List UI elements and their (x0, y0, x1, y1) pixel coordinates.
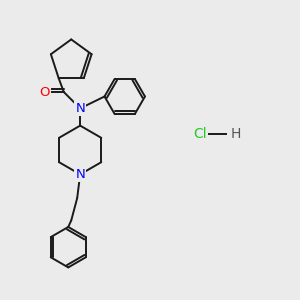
Text: O: O (39, 85, 50, 98)
Text: N: N (75, 102, 85, 115)
Text: Cl: Cl (194, 127, 207, 141)
Text: H: H (231, 127, 242, 141)
Text: N: N (75, 168, 85, 181)
